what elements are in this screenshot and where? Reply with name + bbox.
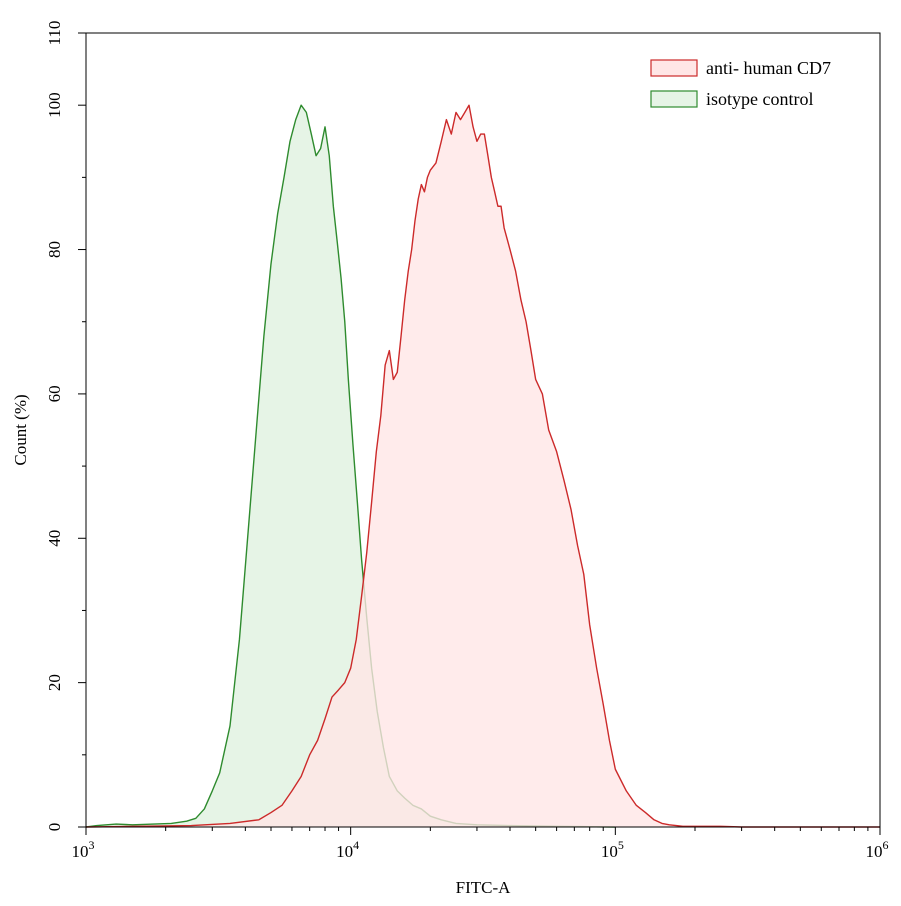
legend-swatch — [650, 90, 698, 108]
x-tick-label: 103 — [72, 838, 95, 861]
y-tick-label: 60 — [45, 385, 64, 402]
series-fill-anti-human-cd7 — [86, 105, 880, 828]
y-tick-label: 110 — [45, 21, 64, 46]
series-line-anti-human-cd7 — [85, 104, 880, 828]
plot-frame — [85, 32, 881, 828]
y-axis-label: Count (%) — [11, 394, 30, 465]
x-axis-label: FITC-A — [456, 878, 512, 897]
series-fill-isotype-control — [86, 105, 616, 828]
y-tick-label: 100 — [45, 92, 64, 118]
y-tick-label: 20 — [45, 674, 64, 691]
y-tick-label: 80 — [45, 241, 64, 258]
legend-label: isotype control — [706, 89, 813, 109]
y-tick-label: 0 — [45, 823, 64, 832]
x-tick-label: 106 — [866, 838, 889, 861]
legend-swatch — [650, 59, 698, 77]
y-axis-ticks: 0 20 40 60 80 100 110 — [45, 21, 86, 832]
y-tick-label: 40 — [45, 530, 64, 547]
legend-label: anti- human CD7 — [706, 58, 831, 78]
x-tick-label: 104 — [336, 838, 359, 861]
legend: anti- human CD7 isotype control — [650, 58, 831, 109]
x-axis-ticks: 103 104 105 106 — [72, 827, 889, 861]
series-layer — [85, 104, 880, 828]
x-tick-label: 105 — [601, 838, 624, 861]
